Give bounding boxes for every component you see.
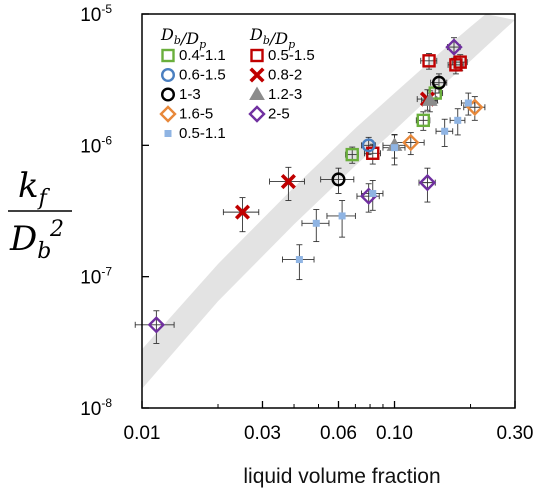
data-point (361, 138, 376, 153)
confidence-band (142, 14, 515, 389)
y-label-denominator-sup: 2 (49, 217, 64, 242)
legend-marker (248, 105, 266, 123)
axis-tick-layer: 0.01 0.03 0.06 0.10 0.30 10-8 10-7 10-6 10-5 (80, 2, 533, 444)
data-point (147, 316, 166, 334)
legend-marker (161, 48, 175, 63)
x-tick-label: 0.06 (320, 423, 357, 444)
y-tick-label: 10-6 (80, 133, 112, 157)
legend-label: 0.6-1.5 (179, 67, 226, 84)
data-point (391, 144, 399, 152)
legend-marker (159, 105, 177, 123)
data-point (345, 147, 359, 162)
legend-marker (250, 48, 264, 63)
data-point (295, 256, 303, 264)
legend-label: 2-5 (268, 106, 290, 123)
data-point (431, 75, 446, 90)
data-point (445, 38, 463, 56)
legend-marker (164, 130, 172, 137)
data-point (234, 204, 251, 220)
confidence-band-layer (142, 14, 515, 389)
legend-marker (249, 86, 265, 100)
data-point (454, 116, 462, 124)
error-bar (320, 167, 355, 194)
y-tick-label: 10-5 (80, 2, 112, 26)
y-label-numerator-sub: f (37, 186, 51, 211)
x-axis-label: liquid volume fraction (243, 465, 440, 488)
legend-label: 0.4-1.1 (179, 47, 226, 64)
y-label-denominator: D (9, 219, 37, 259)
data-point (312, 219, 320, 227)
legend-label: 1.6-5 (179, 106, 213, 123)
legend-label: 0.8-2 (268, 67, 302, 84)
legend-label: 0.5-1.5 (268, 47, 315, 64)
svg-text:kf: kf (18, 166, 51, 211)
data-point (338, 212, 346, 220)
data-point (402, 133, 420, 152)
data-point (453, 55, 467, 69)
legend-marker (160, 87, 175, 102)
data-point (421, 92, 438, 106)
legend-marker (160, 67, 175, 82)
y-tick-label: 10-8 (80, 396, 112, 420)
data-point (280, 173, 296, 190)
data-point (369, 189, 377, 197)
legend-header: Db/Dp (249, 25, 295, 51)
legend-label: 1-3 (179, 86, 201, 103)
legend-marker (249, 67, 265, 83)
data-point (418, 173, 437, 192)
x-tick-label: 0.03 (244, 423, 281, 444)
x-tick-label: 0.01 (124, 423, 161, 444)
svg-text:Db: Db (9, 219, 51, 264)
y-label-numerator: k (18, 166, 39, 206)
plot-frame (141, 13, 516, 409)
legend-label: 1.2-3 (268, 86, 302, 103)
data-point (464, 99, 472, 107)
x-tick-label: 0.10 (376, 423, 413, 444)
data-point (416, 113, 430, 128)
legend-header: Db/Dp (160, 25, 206, 51)
data-point (441, 127, 449, 135)
y-axis-label: kf Db 2 (8, 166, 72, 264)
marker-layer (147, 38, 484, 334)
legend-label: 0.5-1.1 (179, 125, 226, 142)
data-point (422, 54, 436, 68)
x-tick-label: 0.30 (497, 423, 534, 444)
y-tick-label: 10-7 (80, 265, 112, 289)
error-bar (356, 183, 380, 213)
y-label-denominator-sub: b (37, 239, 51, 264)
data-point (331, 172, 346, 187)
